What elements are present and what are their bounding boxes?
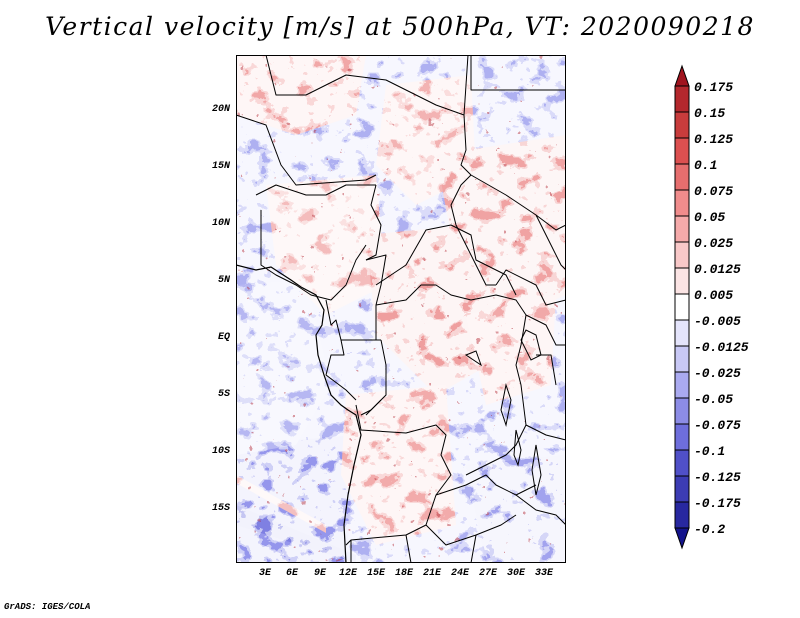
colorbar-segment — [674, 241, 690, 269]
lat-label-5s: 5S — [217, 389, 230, 400]
lat-label-15s: 15S — [211, 503, 230, 514]
lon-label-21e: 21E — [422, 568, 441, 579]
lon-label-24e: 24E — [450, 568, 469, 579]
lakes — [464, 329, 542, 496]
colorbar-label: 0.125 — [694, 132, 734, 147]
colorbar-segment — [674, 449, 690, 477]
colorbar-segment — [674, 319, 690, 347]
colorbar-segment — [674, 85, 690, 113]
field-texture-strong — [236, 55, 566, 563]
colorbar-segment — [674, 267, 690, 295]
colorbar-label: 0.025 — [694, 236, 734, 251]
map-title: Vertical velocity [m/s] at 500hPa, VT: 2… — [45, 12, 755, 41]
colorbar-cap-bottom — [674, 527, 690, 550]
country-borders — [236, 55, 566, 563]
colorbar-segment — [674, 215, 690, 243]
lat-label-eq: EQ — [217, 332, 230, 343]
lat-label-5n: 5N — [217, 275, 230, 286]
colorbar-segment — [674, 345, 690, 373]
lon-label-33e: 33E — [534, 568, 553, 579]
colorbar-segment — [674, 293, 690, 321]
vertical-velocity-map — [236, 55, 566, 563]
colorbar-label: 0.0125 — [694, 262, 741, 277]
colorbar-segment — [674, 501, 690, 529]
colorbar-segment — [674, 423, 690, 451]
lon-label-9e: 9E — [313, 568, 326, 579]
map-frame — [236, 55, 566, 563]
lat-label-10n: 10N — [211, 218, 230, 229]
colorbar-label: -0.05 — [694, 392, 734, 407]
colorbar-label: -0.025 — [694, 366, 741, 381]
colorbar-label: 0.075 — [694, 184, 734, 199]
lat-label-10s: 10S — [211, 446, 230, 457]
map-panel — [236, 55, 566, 563]
lat-label-20n: 20N — [211, 104, 230, 115]
grads-footer: GrADS: IGES/COLA — [4, 602, 91, 612]
colorbar-label: -0.1 — [694, 444, 726, 459]
lon-label-12e: 12E — [338, 568, 357, 579]
colorbar-cap-top — [674, 64, 690, 87]
colorbar-segment — [674, 111, 690, 139]
lon-label-6e: 6E — [285, 568, 298, 579]
colorbar-segment — [674, 189, 690, 217]
colorbar — [674, 64, 690, 550]
colorbar-label: 0.1 — [694, 158, 718, 173]
colorbar-segment — [674, 137, 690, 165]
coastline — [236, 264, 362, 563]
lon-label-30e: 30E — [506, 568, 525, 579]
lat-label-15n: 15N — [211, 161, 230, 172]
colorbar-label: 0.175 — [694, 80, 734, 95]
colorbar-label: -0.005 — [694, 314, 741, 329]
colorbar-label: 0.005 — [694, 288, 734, 303]
colorbar-label: -0.075 — [694, 418, 741, 433]
colorbar-segment — [674, 371, 690, 399]
colorbar-label: -0.2 — [694, 522, 726, 537]
colorbar-segment — [674, 397, 690, 425]
colorbar-label: -0.0125 — [694, 340, 749, 355]
colorbar-label: 0.15 — [694, 106, 726, 121]
colorbar-label: -0.175 — [694, 496, 741, 511]
lon-label-27e: 27E — [478, 568, 497, 579]
colorbar-segment — [674, 475, 690, 503]
colorbar-label: 0.05 — [694, 210, 726, 225]
lon-label-15e: 15E — [366, 568, 385, 579]
lon-label-3e: 3E — [258, 568, 271, 579]
lon-label-18e: 18E — [394, 568, 413, 579]
colorbar-label: -0.125 — [694, 470, 741, 485]
colorbar-segment — [674, 163, 690, 191]
